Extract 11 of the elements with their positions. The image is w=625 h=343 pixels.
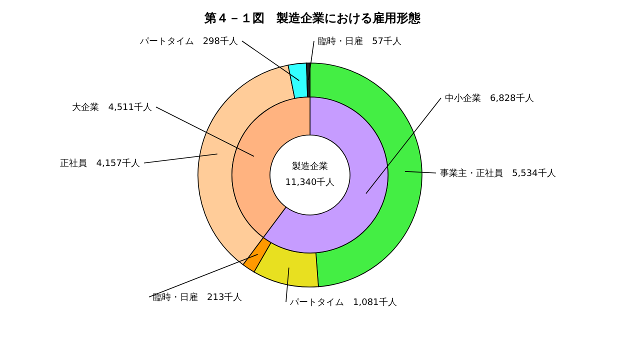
- slice-label: 中小企業 6,828千人: [445, 93, 534, 104]
- slice-label: パートタイム 1,081千人: [289, 297, 397, 308]
- slice-label: パートタイム 298千人: [138, 36, 238, 47]
- chart-title: 第４－１図 製造企業における雇用形態: [204, 11, 422, 25]
- slice-label: 大企業 4,511千人: [72, 102, 152, 113]
- text: 11,340千人: [285, 177, 335, 188]
- text: 製造企業: [292, 161, 328, 172]
- slice-label: 正社員 4,157千人: [60, 158, 140, 169]
- slice-label: 臨時・日雇 213千人: [153, 292, 242, 303]
- slice-label: 臨時・日雇 57千人: [318, 36, 402, 47]
- slice-label: 事業主・正社員 5,534千人: [440, 168, 556, 179]
